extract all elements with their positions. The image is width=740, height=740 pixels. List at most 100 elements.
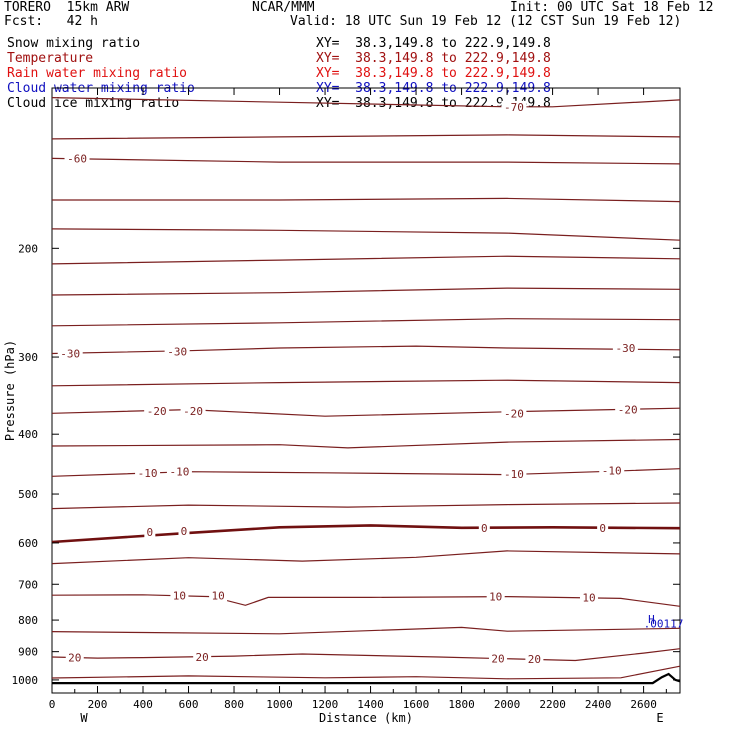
y-tick-label: 1000: [12, 674, 39, 687]
contour-label: 0: [599, 522, 606, 535]
contour-label-bg: [170, 589, 189, 602]
contour-label-bg: [144, 525, 156, 538]
contour-label: -30: [60, 347, 80, 360]
x-tick-label: 800: [224, 698, 244, 711]
contour-label-bg: [579, 591, 598, 604]
contour-label-bg: [525, 653, 544, 666]
west-end-label: W: [80, 711, 88, 725]
contour-label: 10: [173, 590, 186, 603]
model-title: TORERO 15km ARW: [4, 0, 130, 15]
y-tick-label: 900: [18, 646, 38, 659]
contour-label: 10: [582, 592, 595, 605]
y-tick-label: 600: [18, 537, 38, 550]
isotherm-minus45: [51, 255, 681, 265]
plot-frame: [51, 87, 681, 694]
forecast-hour: Fcst: 42 h: [4, 14, 98, 29]
x-tick-label: 1000: [266, 698, 293, 711]
x-tick-label: 0: [49, 698, 56, 711]
isotherm-15: [51, 626, 681, 635]
isotherm-20: [51, 648, 681, 662]
contour-label-bg: [501, 407, 527, 420]
y-tick-label: 700: [18, 578, 38, 591]
contour-label-bg: [164, 345, 190, 358]
contour-label: 0: [481, 522, 488, 535]
contour-label: -30: [615, 342, 635, 355]
contour-label: -60: [67, 152, 87, 165]
contour-label-bg: [615, 403, 641, 416]
contour-label: -20: [618, 404, 638, 417]
field-label-cloud-water: Cloud water mixing ratio: [7, 81, 195, 96]
contour-label-bg: [612, 341, 638, 354]
isotherm-minus70: [51, 97, 681, 108]
x-tick-label: 400: [133, 698, 153, 711]
y-tick-label: 300: [18, 351, 38, 364]
contour-label: -20: [504, 407, 524, 420]
contour-label: 20: [68, 652, 81, 665]
contour-label: -20: [147, 405, 167, 418]
contour-label-bg: [65, 651, 84, 664]
x-tick-label: 2000: [494, 698, 521, 711]
x-tick-label: 2200: [539, 698, 566, 711]
contour-label-bg: [209, 589, 228, 602]
x-tick-label: 2400: [585, 698, 612, 711]
contour-label: -10: [504, 468, 524, 481]
y-axis-label: Pressure (hPa): [3, 340, 17, 441]
isotherm-minus15: [51, 438, 681, 449]
contour-label: 10: [211, 590, 224, 603]
x-tick-label: 1800: [448, 698, 475, 711]
x-tick-label: 600: [179, 698, 199, 711]
contour-label: -30: [167, 346, 187, 359]
contour-label: -10: [602, 465, 622, 478]
contour-label: 10: [489, 591, 502, 604]
y-tick-label: 200: [18, 242, 38, 255]
contour-label: -70: [504, 101, 524, 114]
east-end-label: E: [656, 711, 663, 725]
isotherm-minus5: [51, 502, 681, 510]
contour-label-bg: [488, 652, 507, 665]
isotherm-minus55: [52, 197, 681, 203]
isotherm-minus25: [51, 379, 681, 387]
isotherm-minus60: [51, 157, 681, 165]
contour-label-bg: [180, 405, 206, 418]
isotherm-minus30: [51, 345, 681, 355]
contour-label: -10: [169, 466, 189, 479]
contour-label: 20: [528, 653, 541, 666]
isotherm-minus65: [51, 134, 681, 140]
x-tick-label: 1400: [357, 698, 384, 711]
contour-label-bg: [64, 152, 90, 165]
cloud-water-max-annotation: H: [648, 613, 655, 626]
contour-label-bg: [501, 467, 527, 480]
field-xy-temperature: XY= 38.3,149.8 to 222.9,149.8: [316, 51, 551, 66]
x-tick-label: 2600: [630, 698, 657, 711]
contour-label-bg: [478, 521, 490, 534]
x-axis-label: Distance (km): [319, 711, 413, 725]
contour-label-bg: [166, 465, 192, 478]
init-time: Init: 00 UTC Sat 18 Feb 12: [510, 0, 714, 15]
contour-label-bg: [486, 590, 505, 603]
contour-label-bg: [144, 405, 170, 418]
contour-label-bg: [597, 521, 609, 534]
field-label-snow: Snow mixing ratio: [7, 36, 141, 51]
contour-label-bg: [178, 525, 190, 538]
y-tick-label: 500: [18, 488, 38, 501]
contour-label: -10: [138, 467, 158, 480]
field-label-temperature: Temperature: [7, 51, 94, 66]
valid-time: Valid: 18 UTC Sun 19 Feb 12 (12 CST Sun …: [290, 14, 682, 29]
isotherm-minus50: [51, 228, 681, 241]
x-tick-label: 1600: [403, 698, 430, 711]
field-xy-snow: XY= 38.3,149.8 to 222.9,149.8: [316, 36, 551, 51]
contour-label: 20: [491, 653, 504, 666]
contour-label-bg: [599, 464, 625, 477]
isotherm-minus20: [51, 407, 681, 417]
contour-label-bg: [501, 100, 527, 113]
isotherm-5: [51, 550, 681, 565]
field-xy-rain: XY= 38.3,149.8 to 222.9,149.8: [316, 66, 551, 81]
y-tick-label: 800: [18, 614, 38, 627]
field-label-rain: Rain water mixing ratio: [7, 66, 188, 81]
contour-label-bg: [135, 466, 161, 479]
contour-label-bg: [57, 347, 83, 360]
contour-label: -20: [183, 405, 203, 418]
isotherm-minus40: [51, 287, 681, 296]
isotherm-minus35: [51, 318, 681, 327]
